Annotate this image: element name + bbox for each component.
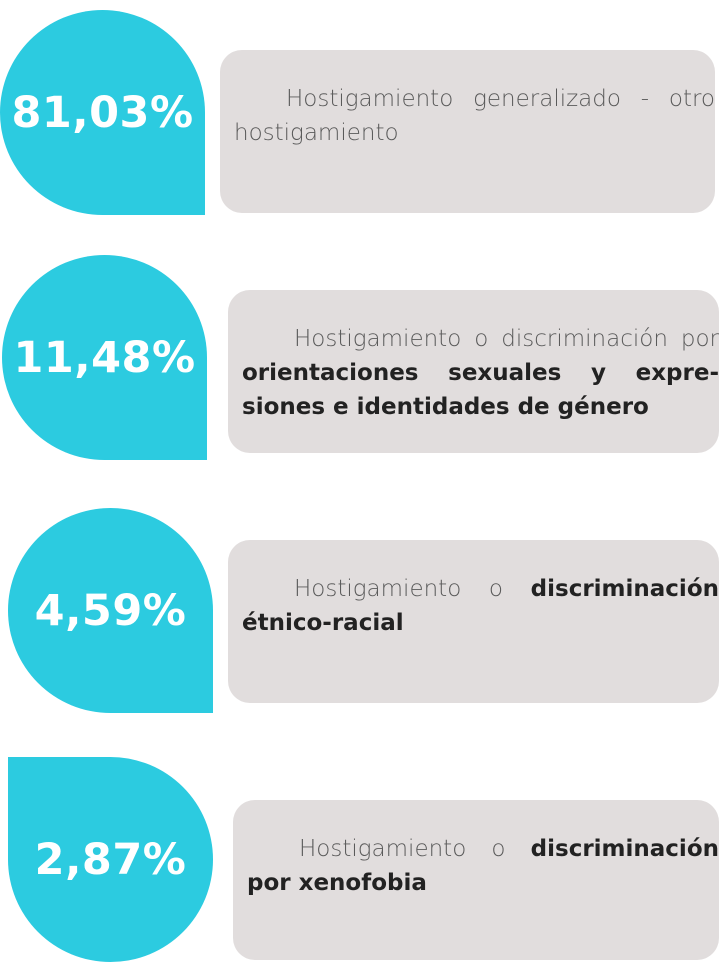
percent-badge: 81,03% (0, 10, 205, 215)
percent-badge: 4,59% (8, 508, 213, 713)
description-box: Hostigamiento o discriminación por xenof… (233, 800, 719, 960)
text: Hostigamiento o (299, 836, 531, 862)
percent-value: 2,87% (34, 834, 187, 885)
description-box: Hostigamiento o discriminación por orien… (228, 290, 719, 453)
bold-text: orientaciones sexuales y expre-siones e … (242, 360, 719, 420)
description: Hostigamiento generalizado - otro hostig… (234, 82, 715, 150)
description: Hostigamiento o discriminación por orien… (242, 322, 719, 424)
percent-badge: 11,48% (2, 255, 207, 460)
description: Hostigamiento o discriminación étnico-ra… (242, 572, 719, 640)
text: Hostigamiento o (294, 576, 531, 602)
percent-value: 11,48% (13, 332, 196, 383)
bold-text: discriminación por xenofobia (247, 836, 719, 896)
description-box: Hostigamiento o discriminación étnico-ra… (228, 540, 719, 703)
text: Hostigamiento generalizado - otro hostig… (234, 86, 715, 146)
description-box: Hostigamiento generalizado - otro hostig… (220, 50, 715, 213)
description: Hostigamiento o discriminación por xenof… (247, 832, 719, 900)
bold-text: discriminación étnico-racial (242, 576, 719, 636)
percent-badge: 2,87% (8, 757, 213, 962)
percent-value: 81,03% (11, 87, 194, 138)
text: Hostigamiento o discriminación por (294, 326, 719, 352)
percent-value: 4,59% (34, 585, 187, 636)
